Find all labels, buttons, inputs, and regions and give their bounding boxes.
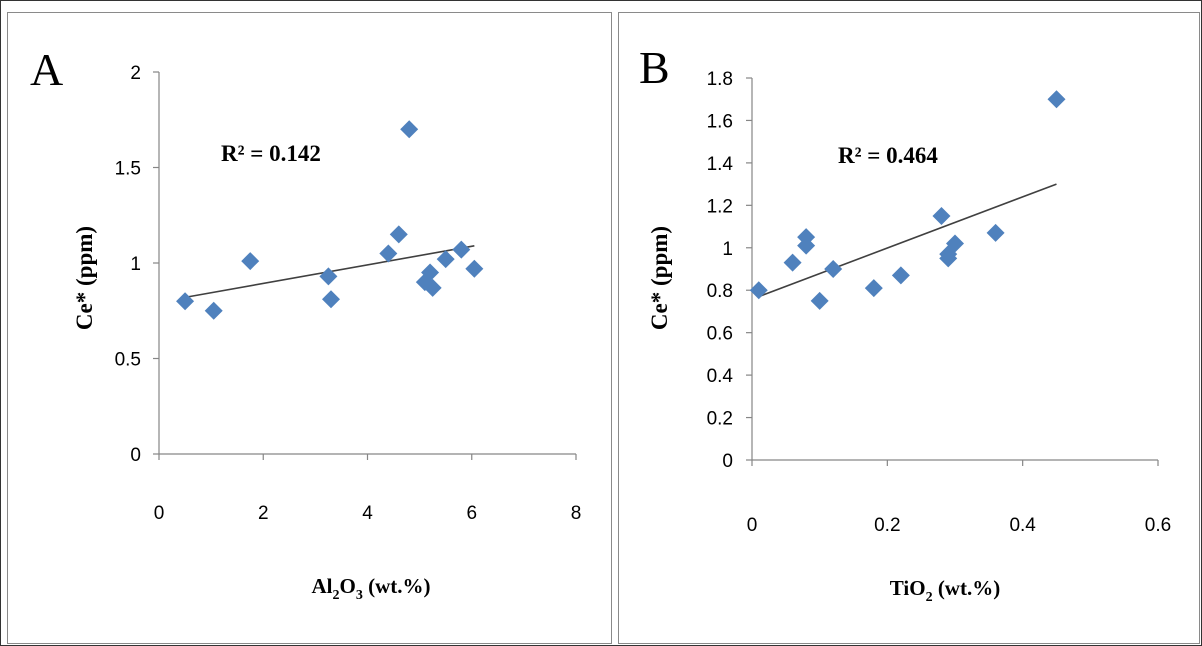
y-tick-label: 1.6 xyxy=(707,111,733,132)
chart-b-points xyxy=(749,90,1066,310)
y-tick-label: 1 xyxy=(130,254,141,275)
x-tick-label: 0.4 xyxy=(1009,515,1036,536)
x-tick-label: 2 xyxy=(258,503,269,524)
data-point-marker xyxy=(436,250,455,269)
chart-b-r2-label: R² = 0.464 xyxy=(838,143,938,168)
chart-b-x-axis-title: TiO2 (wt.%) xyxy=(890,576,1000,605)
y-tick-label: 1.4 xyxy=(707,154,734,175)
x-tick-label: 0.2 xyxy=(874,515,900,536)
data-point-marker xyxy=(423,278,442,297)
data-point-marker xyxy=(452,240,471,259)
data-point-marker xyxy=(421,263,440,282)
data-point-marker xyxy=(783,253,802,272)
chart-panel-a: A 0 0.5 1 1.5 2 0 2 4 6 8 R² = 0.142 Ce* (ppm) A… xyxy=(7,12,612,644)
chart-b-y-axis-title: Ce* (ppm) xyxy=(647,226,672,330)
y-tick-label: 0 xyxy=(130,445,141,466)
data-point-marker xyxy=(749,281,768,300)
chart-a-x-ticks: 0 2 4 6 8 xyxy=(154,454,582,524)
chart-panel-b: B 0 0.2 0.4 0.6 0.8 1 1.2 1.4 1.6 1.8 0 0.2 0.4 0.6 … xyxy=(618,12,1200,644)
x-tick-label: 0 xyxy=(747,515,758,536)
chart-a-r2-label: R² = 0.142 xyxy=(221,141,321,166)
y-tick-label: 1.5 xyxy=(115,159,141,180)
y-tick-label: 0 xyxy=(722,451,733,472)
chart-b-axes xyxy=(751,78,1158,461)
y-tick-label: 0.2 xyxy=(707,409,733,430)
y-tick-label: 0.8 xyxy=(707,281,733,302)
x-tick-label: 8 xyxy=(571,503,582,524)
data-point-marker xyxy=(204,301,223,320)
data-point-marker xyxy=(797,236,816,255)
data-point-marker xyxy=(891,266,910,285)
data-point-marker xyxy=(946,234,964,253)
data-point-marker xyxy=(1047,90,1066,109)
data-point-marker xyxy=(319,267,338,286)
chart-a-svg: A 0 0.5 1 1.5 2 0 2 4 6 8 R² = 0.142 Ce* (ppm) A… xyxy=(30,44,582,603)
data-point-marker xyxy=(241,252,260,271)
y-tick-label: 1.2 xyxy=(707,196,733,217)
y-tick-label: 1 xyxy=(722,239,733,260)
x-tick-label: 0 xyxy=(154,503,165,524)
y-tick-label: 0.5 xyxy=(115,350,141,371)
x-tick-label: 4 xyxy=(362,503,373,524)
data-point-marker xyxy=(864,279,883,298)
data-point-marker xyxy=(465,259,484,278)
data-point-marker xyxy=(810,291,829,310)
panel-label-a: A xyxy=(30,44,63,95)
data-point-marker xyxy=(379,244,398,263)
y-tick-label: 2 xyxy=(130,63,141,84)
chart-b-y-ticks: 0 0.2 0.4 0.6 0.8 1 1.2 1.4 1.6 1.8 xyxy=(707,69,752,472)
chart-b-x-ticks: 0 0.2 0.4 0.6 xyxy=(747,460,1171,536)
chart-b-trendline-group xyxy=(758,183,1057,298)
chart-a-y-ticks: 0 0.5 1 1.5 2 xyxy=(115,63,159,466)
chart-a-y-axis-title: Ce* (ppm) xyxy=(72,226,97,330)
data-point-marker xyxy=(824,260,843,278)
x-tick-label: 6 xyxy=(466,503,477,524)
chart-b-svg: B 00.20.40.60.811.21.41.61.8 0 0.2 0.4 0.6 … xyxy=(639,42,1171,605)
chart-a-x-axis-title: Al2O3 (wt.%) xyxy=(312,574,431,603)
y-tick-label: 1.8 xyxy=(707,69,733,90)
panel-label-b: B xyxy=(639,42,670,93)
trendline xyxy=(758,183,1057,298)
y-tick-label: 0.6 xyxy=(707,324,733,345)
data-point-marker xyxy=(986,223,1005,242)
data-point-marker xyxy=(322,290,341,309)
data-point-marker xyxy=(400,120,419,139)
x-tick-label: 0.6 xyxy=(1145,515,1171,536)
data-point-marker xyxy=(389,225,408,244)
chart-a-points xyxy=(176,120,484,320)
data-point-marker xyxy=(176,292,195,311)
chart-a-axes xyxy=(158,72,576,455)
data-point-marker xyxy=(932,206,951,225)
y-tick-label: 0.4 xyxy=(707,366,734,387)
